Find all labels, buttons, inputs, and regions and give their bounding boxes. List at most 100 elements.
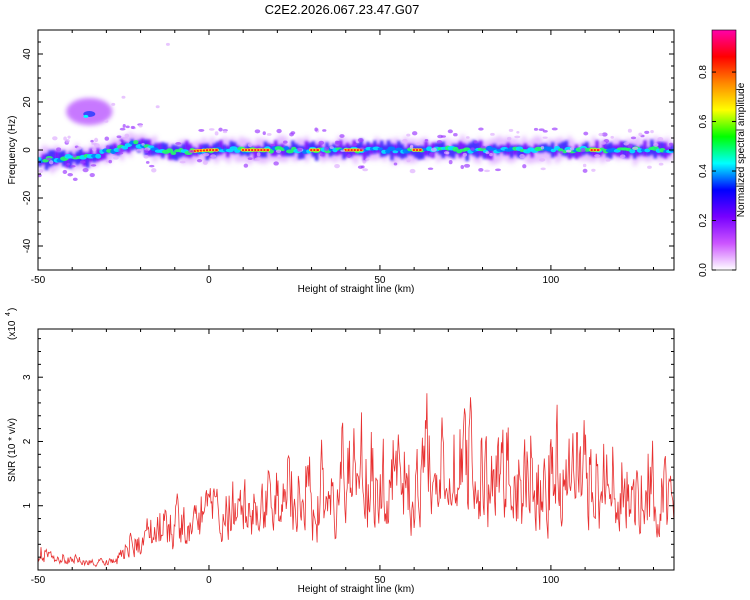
band-body-cell <box>92 154 97 163</box>
band-peaks <box>189 148 601 153</box>
noise-outlier <box>121 95 126 99</box>
noise-cell <box>359 147 365 150</box>
snr-series-line <box>38 393 674 568</box>
band-body-cell <box>653 144 657 159</box>
band-peak-core <box>211 149 215 151</box>
noise-cell <box>490 132 495 136</box>
figure-title: C2E2.2026.067.23.47.G07 <box>265 2 420 17</box>
noise-cell <box>460 165 465 170</box>
band-body-cell <box>51 150 56 166</box>
noise-cell <box>485 151 490 155</box>
band-core-cell <box>377 147 383 151</box>
noise-cell <box>277 155 281 159</box>
noise-cell <box>56 147 62 152</box>
noise-cell <box>516 131 520 134</box>
band-peak-core <box>316 149 320 151</box>
snr-x-axis-label: Height of straight line (km) <box>298 584 415 595</box>
noise-cell <box>314 127 318 132</box>
band-body-cell <box>164 143 169 155</box>
noise-cell <box>463 163 471 168</box>
band-peak-core <box>412 149 416 151</box>
y-tick-label: -20 <box>22 190 33 205</box>
noise-cell <box>324 146 329 151</box>
band-body-cell <box>595 140 599 157</box>
band-body-cell <box>342 145 346 160</box>
band-body-cell <box>284 145 288 157</box>
noise-cell <box>424 139 429 142</box>
noise-cell <box>136 148 142 152</box>
noise-cell <box>566 149 572 153</box>
noise-cell <box>427 167 434 170</box>
noise-cell <box>507 136 512 141</box>
noise-cell <box>357 137 364 143</box>
band-body-cell <box>65 154 69 168</box>
noise-cell <box>144 149 149 154</box>
noise-cell <box>208 128 215 131</box>
band-body-cell <box>489 144 493 160</box>
snr-frame <box>37 328 675 571</box>
snr-y-ticks: 1 2 3 <box>22 338 674 558</box>
noise-cell <box>514 135 521 139</box>
noise-cell <box>522 164 527 169</box>
y-tick-label: 40 <box>22 48 33 60</box>
band-peak-core <box>214 149 218 151</box>
noise-cell <box>188 149 195 153</box>
x-tick-label: 0 <box>206 575 212 586</box>
spectrogram-y-ticks: -40 -20 0 20 40 <box>22 29 674 271</box>
colorbar-gradient <box>711 29 737 271</box>
noise-cell <box>542 136 548 139</box>
noise-cell <box>116 135 122 139</box>
noise-cell <box>406 133 411 137</box>
noise-cell <box>352 143 358 146</box>
band-peak-core <box>353 149 357 151</box>
band-core-cell <box>629 149 636 154</box>
y-tick-label: 3 <box>22 374 33 380</box>
x-tick-label: 100 <box>543 575 560 586</box>
band-body-cell <box>602 141 606 154</box>
band-peak-core <box>244 149 248 151</box>
noise-cell <box>440 135 447 138</box>
snr-y-multiplier-base: (x10 <box>7 320 18 340</box>
band-body-cell <box>174 145 179 161</box>
band-peak-core <box>260 149 264 151</box>
band-body-cell <box>140 138 145 148</box>
noise-cell <box>38 169 44 174</box>
snr-y-multiplier: (x10 4 ) <box>5 308 18 340</box>
band-body-cell <box>468 142 473 154</box>
band-peak-core <box>596 149 600 151</box>
noise-cell <box>429 152 434 157</box>
band-core-cell <box>283 146 289 151</box>
noise-cell <box>601 132 608 137</box>
noise-cell <box>627 128 632 133</box>
band-peak-core <box>208 149 212 151</box>
noise-cell <box>143 154 149 159</box>
band-peak-core <box>350 149 354 151</box>
band-body-cell <box>393 144 398 157</box>
noise-cell <box>365 158 370 161</box>
band-core-cell <box>387 146 396 152</box>
noise-cell <box>582 168 588 173</box>
band-peak-core <box>310 149 314 151</box>
snr-y-multiplier-close: ) <box>7 308 18 311</box>
spectrogram-heatmap <box>38 42 674 182</box>
noise-cell <box>203 152 210 157</box>
noise-cell <box>89 172 95 178</box>
noise-cell <box>605 158 611 162</box>
noise-outlier <box>111 102 116 106</box>
noise-outlier <box>138 124 143 128</box>
band-body-cell <box>482 147 487 159</box>
band-body-cell <box>598 148 603 157</box>
noise-cell <box>360 165 365 169</box>
y-tick-label: 0 <box>22 147 33 153</box>
noise-cell <box>653 143 659 147</box>
noise-cell <box>623 142 630 146</box>
spectrogram-noise <box>38 42 674 182</box>
noise-cell <box>116 152 124 155</box>
noise-outlier <box>155 105 160 109</box>
noise-cell <box>198 128 205 132</box>
noise-cell <box>539 158 546 162</box>
band-body-cell <box>253 146 257 160</box>
noise-cell <box>106 145 110 150</box>
band-body-cell <box>55 151 59 165</box>
band-body-cell <box>58 151 63 163</box>
